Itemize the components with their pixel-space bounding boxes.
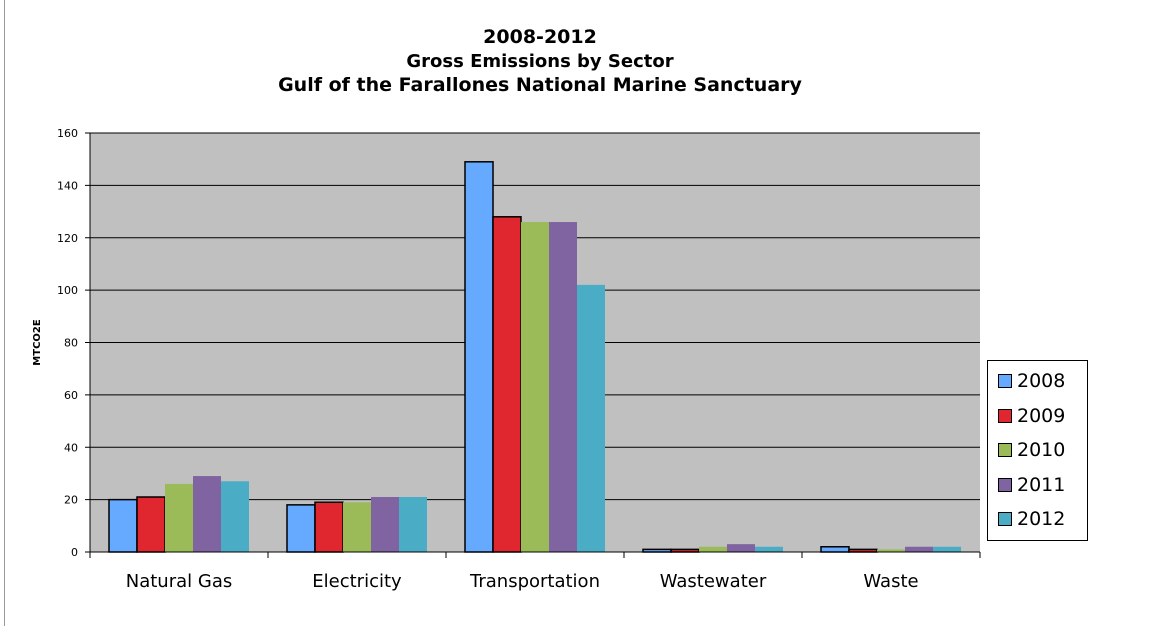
legend-label: 2010 <box>1017 439 1066 461</box>
bar <box>905 546 933 552</box>
y-tick-label: 120 <box>57 232 78 245</box>
legend-swatch <box>998 512 1012 526</box>
x-tick-label: Transportation <box>469 571 600 592</box>
y-tick-label: 80 <box>64 337 78 350</box>
legend-item: 2012 <box>998 507 1065 531</box>
x-tick-label: Natural Gas <box>126 571 232 592</box>
bar <box>492 216 522 553</box>
legend-item: 2010 <box>998 438 1065 462</box>
bar <box>577 284 605 552</box>
legend-swatch <box>998 443 1012 457</box>
bar <box>755 546 783 552</box>
bar <box>933 546 961 552</box>
y-tick-label: 20 <box>64 494 78 507</box>
chart-title-line-2: Gross Emissions by Sector <box>406 51 674 72</box>
frame-left-border <box>4 0 5 626</box>
legend: 2008 2009 2010 2011 2012 <box>987 360 1088 541</box>
chart-title-line-3: Gulf of the Farallones National Marine S… <box>278 74 802 96</box>
bar <box>343 502 371 552</box>
legend-item: 2011 <box>998 473 1065 497</box>
legend-label: 2012 <box>1017 508 1066 530</box>
legend-label: 2009 <box>1017 404 1066 427</box>
bar <box>399 497 427 552</box>
chart-title-line-1: 2008-2012 <box>483 26 597 48</box>
bar <box>549 222 577 552</box>
legend-item: 2008 <box>998 369 1065 393</box>
y-axis-label: MTCO2E <box>32 319 43 366</box>
bar <box>165 483 193 552</box>
x-tick-label: Wastewater <box>660 571 767 592</box>
y-tick-label: 0 <box>71 546 78 559</box>
bar <box>108 498 138 553</box>
bar <box>464 161 494 553</box>
bar <box>371 497 399 552</box>
x-tick-label: Waste <box>863 571 918 592</box>
axes <box>85 132 981 558</box>
legend-swatch <box>998 408 1012 423</box>
legend-swatch <box>998 477 1012 492</box>
y-tick-label: 60 <box>64 389 78 402</box>
legend-item: 2009 <box>998 404 1065 428</box>
bar <box>699 546 727 552</box>
y-tick-label: 40 <box>64 441 78 454</box>
bar <box>314 501 344 553</box>
tick-labels: 0 20 40 60 80 100 120 140 160 Natural Gas Electric… <box>57 127 919 592</box>
bar <box>221 481 249 552</box>
y-tick-label: 100 <box>57 284 78 297</box>
bar <box>193 476 221 552</box>
bar <box>727 544 755 552</box>
x-tick-label: Electricity <box>312 571 402 592</box>
legend-label: 2011 <box>1017 473 1066 496</box>
bar <box>877 549 905 552</box>
bar <box>286 504 316 553</box>
y-tick-label: 160 <box>57 127 78 140</box>
legend-swatch <box>998 374 1012 388</box>
y-tick-label: 140 <box>57 179 78 192</box>
bar <box>521 222 549 552</box>
bar <box>820 546 850 553</box>
bar <box>136 496 166 553</box>
legend-label: 2008 <box>1017 370 1066 392</box>
